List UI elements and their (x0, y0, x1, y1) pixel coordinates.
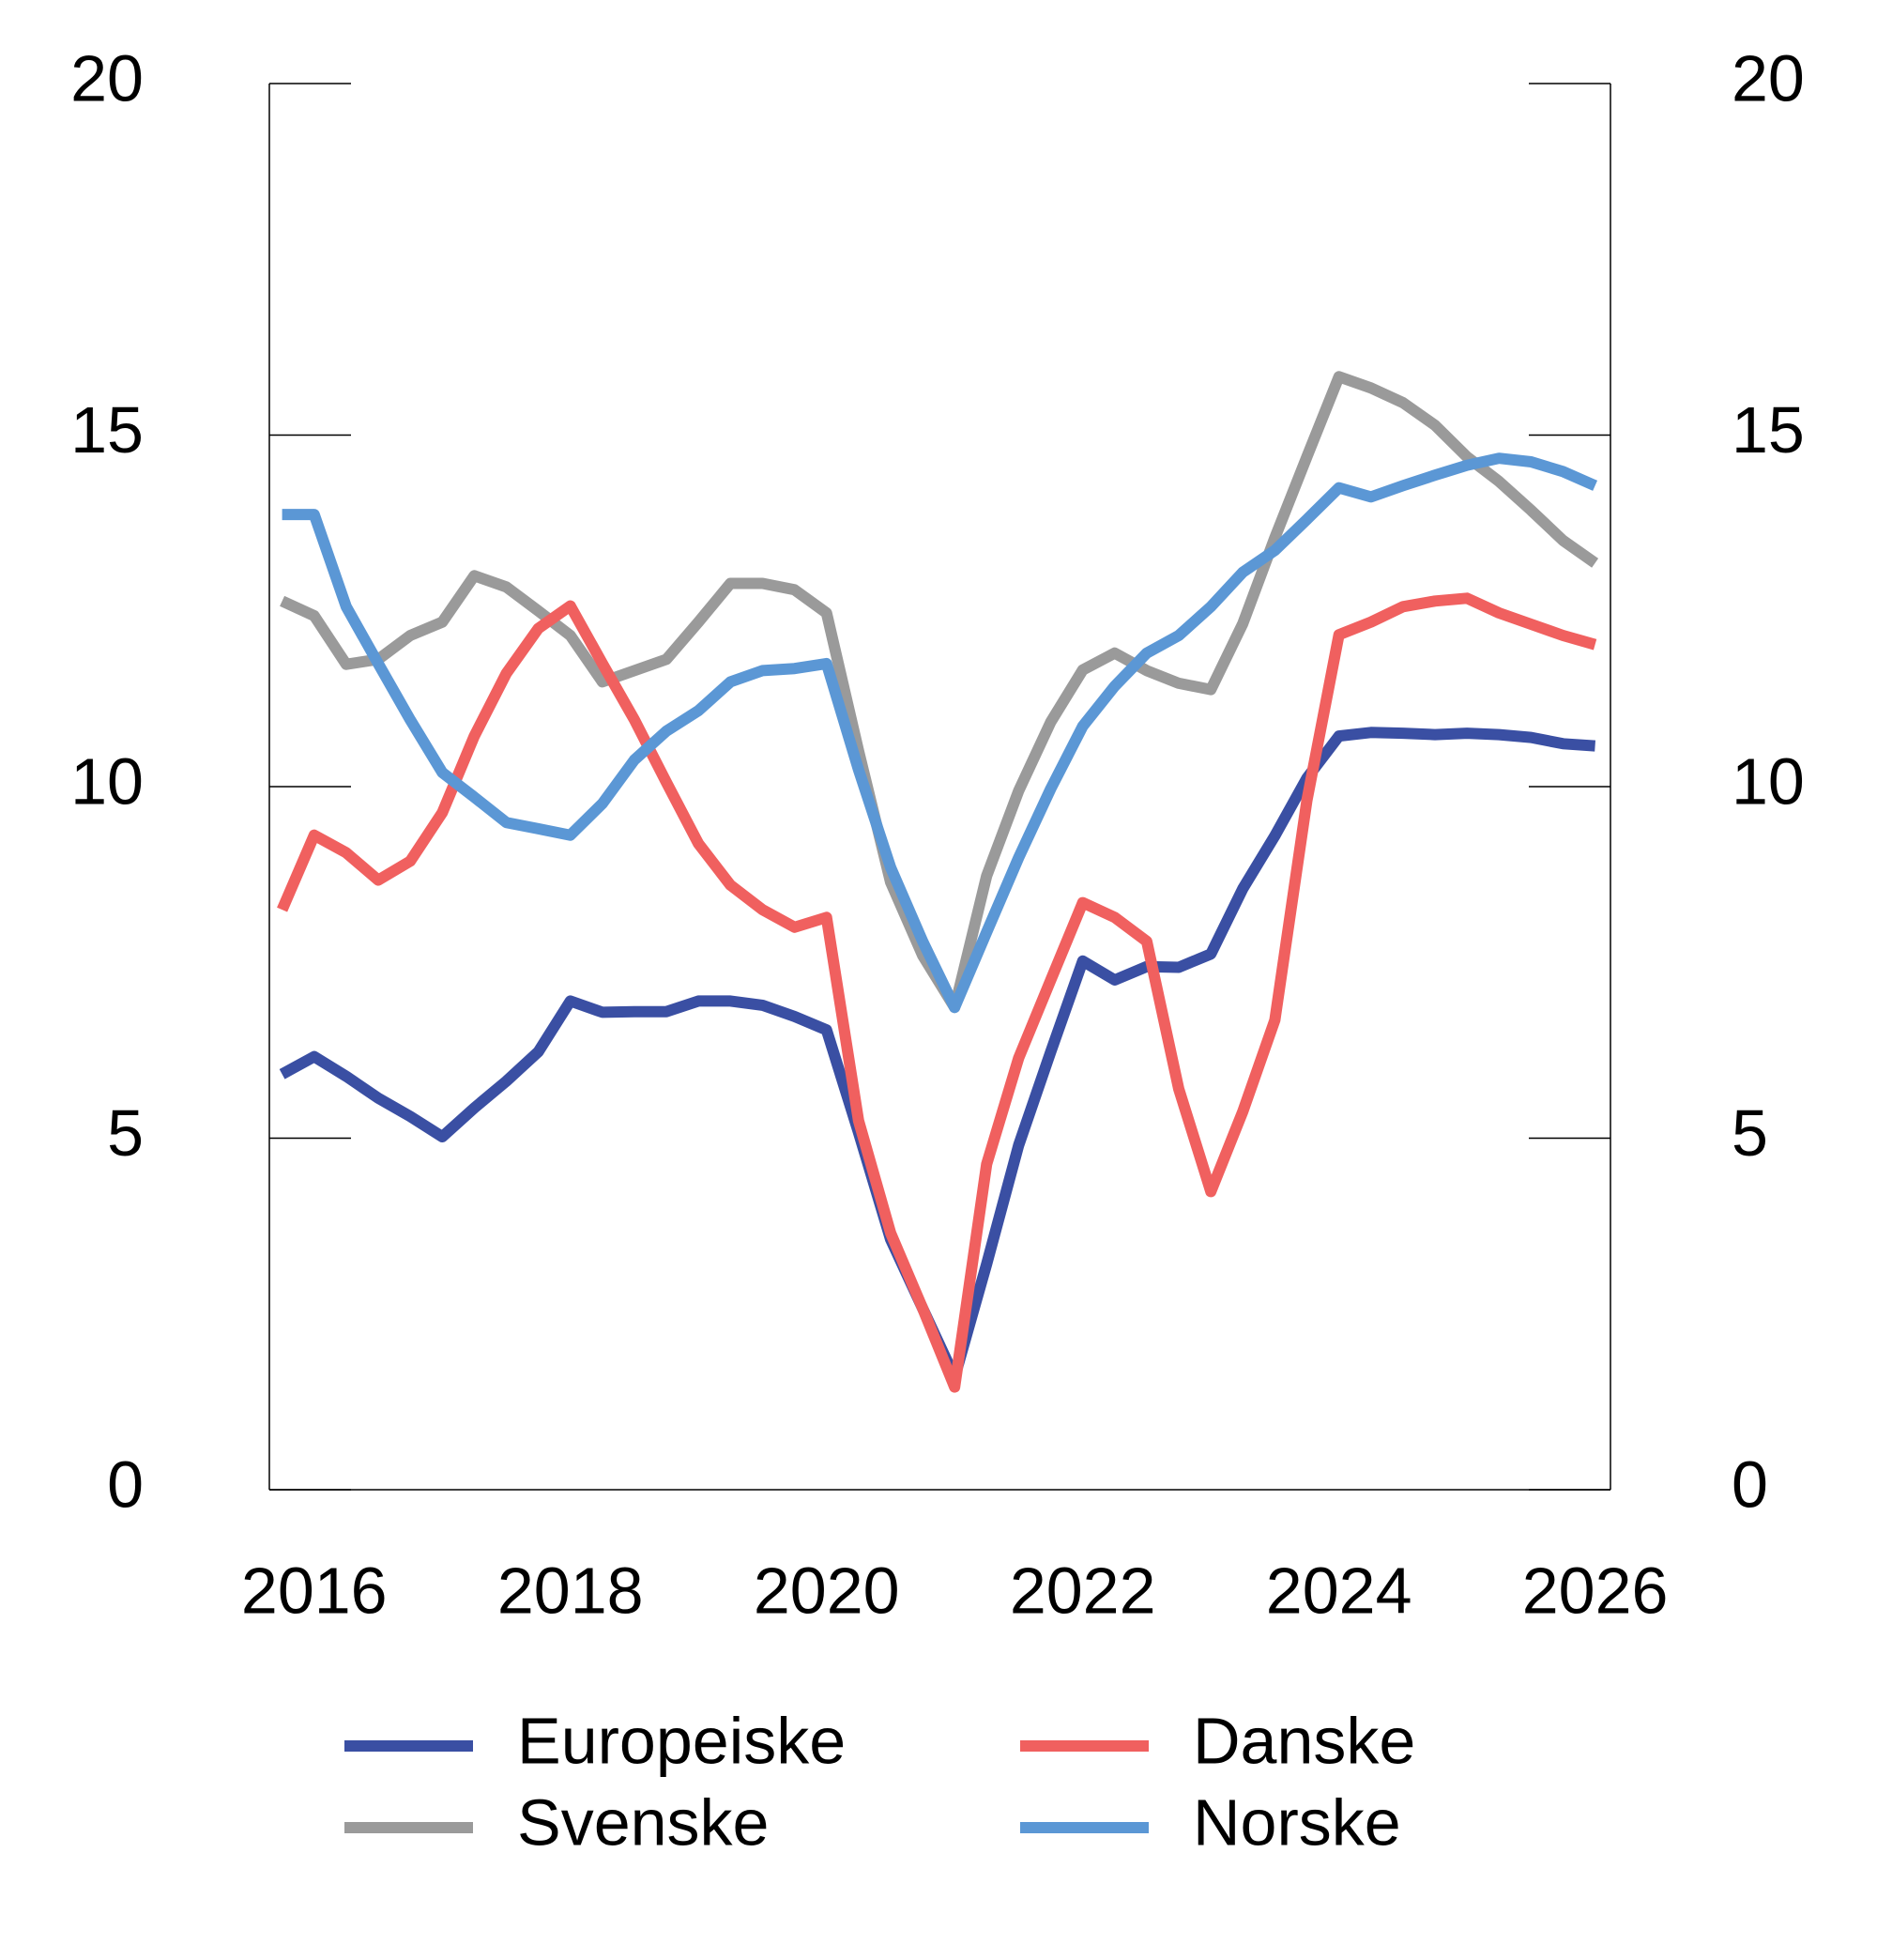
series-line (282, 452, 1598, 1014)
legend-label: Danske (1193, 1704, 1415, 1777)
y2-tick-label: 15 (1732, 393, 1805, 467)
legend-label: Europeiske (517, 1704, 846, 1777)
legend-label: Svenske (517, 1785, 769, 1859)
series-line (280, 371, 1599, 1014)
x-tick-label: 2016 (241, 1554, 388, 1627)
y-tick-label: 20 (70, 41, 144, 115)
y-tick-label: 15 (70, 393, 144, 467)
y2-tick-label: 20 (1732, 41, 1805, 115)
series-line (277, 592, 1597, 1393)
legend-label: Norske (1193, 1785, 1401, 1859)
y2-tick-label: 5 (1732, 1096, 1768, 1170)
y2-tick-label: 0 (1732, 1447, 1768, 1521)
series-line (279, 727, 1596, 1384)
y2-tick-label: 10 (1732, 744, 1805, 818)
x-tick-label: 2026 (1522, 1554, 1669, 1627)
x-tick-label: 2020 (754, 1554, 900, 1627)
y-tick-label: 0 (107, 1447, 144, 1521)
x-tick-label: 2024 (1266, 1554, 1412, 1627)
x-tick-label: 2022 (1010, 1554, 1156, 1627)
y-tick-label: 10 (70, 744, 144, 818)
x-tick-label: 2018 (497, 1554, 644, 1627)
y-tick-label: 5 (107, 1096, 144, 1170)
